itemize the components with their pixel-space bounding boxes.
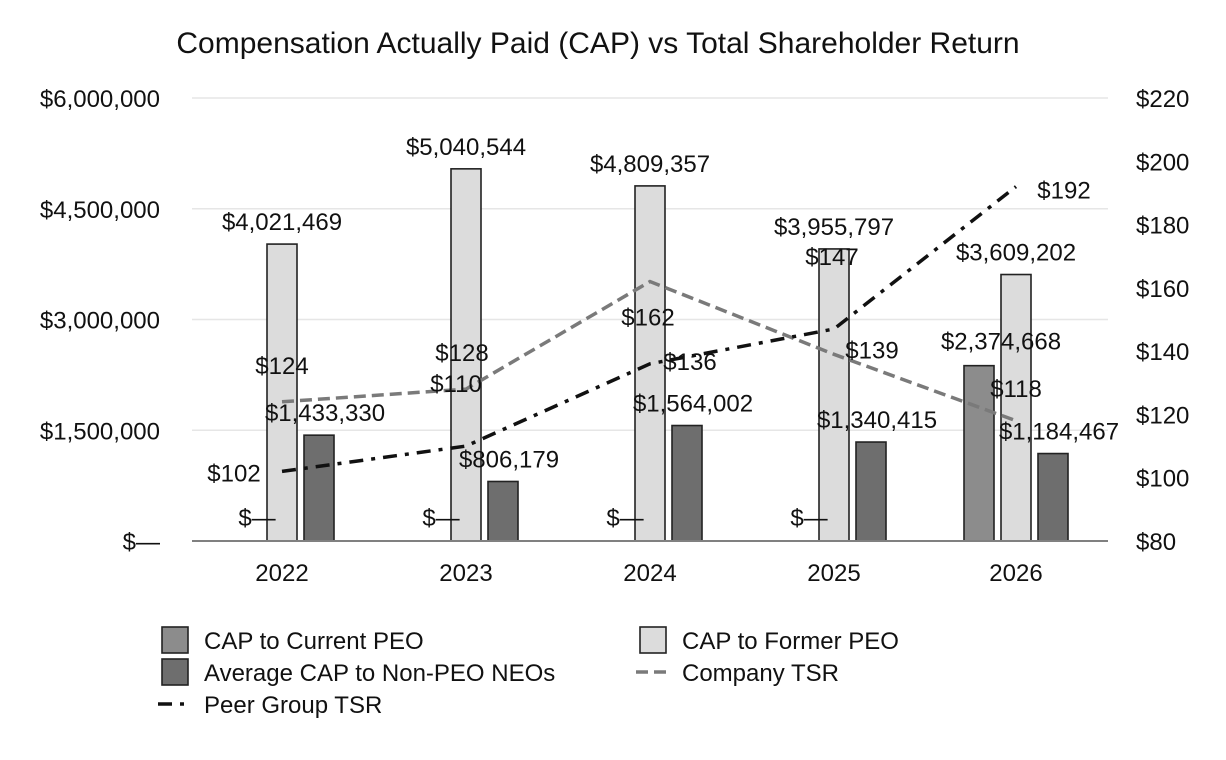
legend-label: CAP to Former PEO <box>682 628 899 655</box>
bar-value-label: $3,955,797 <box>774 214 894 241</box>
x-tick-label: 2025 <box>807 560 860 587</box>
y-right-tick-label: $160 <box>1136 276 1189 303</box>
legend-label: Average CAP to Non-PEO NEOs <box>204 660 555 687</box>
bar-value-label: $— <box>790 505 827 532</box>
bar <box>963 364 995 542</box>
legend-swatch <box>161 626 189 654</box>
bar <box>450 168 482 542</box>
bar-value-label: $806,179 <box>459 446 559 473</box>
legend-label: CAP to Current PEO <box>204 628 424 655</box>
bar-value-label: $— <box>422 505 459 532</box>
y-left-tick-label: $— <box>123 529 160 556</box>
bar-value-label: $— <box>238 505 275 532</box>
bar <box>855 441 887 542</box>
left-axis-ticks: $— $1,500,000 $3,000,000 $4,500,000 $6,000,0… <box>40 86 160 556</box>
bar-value-label: $4,809,357 <box>590 151 710 178</box>
legend: CAP to Current PEO CAP to Former PEO Avera… <box>158 626 899 719</box>
bar-value-label: $2,374,668 <box>941 329 1061 356</box>
tsr-value-label: $136 <box>663 349 716 376</box>
bar <box>671 424 703 542</box>
bar-value-label: $4,021,469 <box>222 209 342 236</box>
tsr-lines <box>281 185 1018 474</box>
tsr-value-label: $192 <box>1037 178 1090 205</box>
bar <box>487 480 519 542</box>
legend-swatch <box>639 626 667 654</box>
bar <box>303 434 335 542</box>
tsr-line <box>281 279 1017 423</box>
bar <box>266 243 298 542</box>
bar-value-label: $1,433,330 <box>265 400 385 427</box>
bar <box>818 248 850 542</box>
legend-label: Peer Group TSR <box>204 692 382 719</box>
legend-label: Company TSR <box>682 660 839 687</box>
bar-value-label: $5,040,544 <box>406 134 526 161</box>
x-axis-ticks: 2022 2023 2024 2025 2026 <box>255 560 1042 587</box>
y-left-tick-label: $3,000,000 <box>40 308 160 335</box>
x-tick-label: 2023 <box>439 560 492 587</box>
y-left-tick-label: $4,500,000 <box>40 197 160 224</box>
bar-value-label: $1,184,467 <box>999 419 1119 446</box>
x-tick-label: 2022 <box>255 560 308 587</box>
tsr-value-label: $128 <box>435 340 488 367</box>
bar <box>1037 452 1069 542</box>
y-right-tick-label: $220 <box>1136 86 1189 113</box>
tsr-value-label: $118 <box>990 376 1042 403</box>
y-left-tick-label: $1,500,000 <box>40 418 160 445</box>
y-right-tick-label: $120 <box>1136 402 1189 429</box>
y-right-tick-label: $140 <box>1136 339 1189 366</box>
bar-value-label: $3,609,202 <box>956 240 1076 267</box>
y-right-tick-label: $80 <box>1136 529 1176 556</box>
y-right-tick-label: $180 <box>1136 213 1189 240</box>
tsr-value-label: $124 <box>255 353 308 380</box>
bar-value-label: $— <box>606 505 643 532</box>
tsr-value-label: $147 <box>805 244 858 271</box>
bar-value-label: $1,340,415 <box>817 407 937 434</box>
legend-swatch <box>161 658 189 686</box>
x-tick-label: 2026 <box>989 560 1042 587</box>
right-axis-ticks: $80 $100 $120 $140 $160 $180 $200 $220 <box>1136 86 1189 556</box>
tsr-value-label: $139 <box>845 337 898 364</box>
y-right-tick-label: $200 <box>1136 149 1189 176</box>
tsr-line <box>281 185 1018 474</box>
chart-title: Compensation Actually Paid (CAP) vs Tota… <box>176 27 1019 60</box>
tsr-value-labels: $124 $128 $162 $139 $118 $102 $110 $136 $147 $192 <box>207 178 1090 488</box>
tsr-value-label: $102 <box>207 460 260 487</box>
bar-value-labels: $— $— $— $— $2,374,668 $4,021,469 $5,040,544 $4… <box>222 134 1119 532</box>
x-tick-label: 2024 <box>623 560 676 587</box>
tsr-value-label: $110 <box>430 371 482 398</box>
y-left-tick-label: $6,000,000 <box>40 86 160 113</box>
bar-value-label: $1,564,002 <box>633 391 753 418</box>
y-right-tick-label: $100 <box>1136 466 1189 493</box>
bar <box>1000 273 1032 542</box>
tsr-value-label: $162 <box>621 305 674 332</box>
